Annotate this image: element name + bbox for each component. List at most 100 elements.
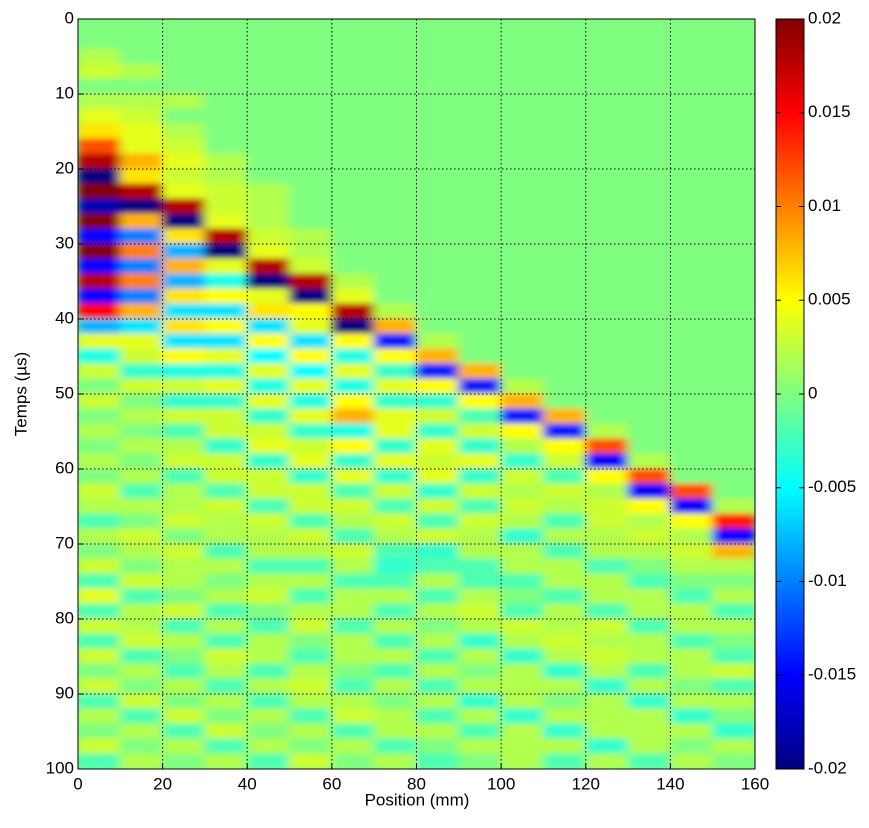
heatmap-cell xyxy=(246,273,291,290)
heatmap-cell xyxy=(458,198,502,215)
heatmap-cell xyxy=(627,93,671,110)
heatmap-cell xyxy=(246,243,291,260)
heatmap-cell xyxy=(416,348,460,365)
heatmap-cell xyxy=(627,153,671,170)
heatmap-cell xyxy=(542,618,587,635)
heatmap-cell xyxy=(585,153,629,170)
heatmap-cell xyxy=(585,378,629,395)
y-tick-label: 50 xyxy=(55,383,74,402)
heatmap-cell xyxy=(712,198,755,215)
heatmap-cell xyxy=(627,258,671,275)
heatmap-cell xyxy=(712,273,755,290)
heatmap-cell xyxy=(162,333,206,350)
heatmap-cell xyxy=(500,618,544,635)
heatmap-cell xyxy=(416,243,460,260)
heatmap-cell xyxy=(500,663,544,680)
heatmap-cell xyxy=(246,708,291,725)
heatmap-cell xyxy=(119,633,164,650)
heatmap-cell xyxy=(204,393,248,410)
heatmap-cell xyxy=(627,603,671,620)
heatmap-cell xyxy=(585,603,629,620)
heatmap-cell xyxy=(289,543,333,560)
heatmap-cell xyxy=(119,183,164,200)
heatmap-cell xyxy=(78,753,121,769)
heatmap-cell xyxy=(669,393,714,410)
heatmap-cell xyxy=(500,228,544,245)
heatmap-cell xyxy=(712,333,755,350)
heatmap-cell xyxy=(119,453,164,470)
heatmap-cell xyxy=(373,138,417,155)
heatmap-cell xyxy=(542,183,587,200)
heatmap-cell xyxy=(669,333,714,350)
heatmap-cell xyxy=(331,753,375,769)
heatmap-cell xyxy=(78,318,121,335)
heatmap-cell xyxy=(542,528,587,545)
heatmap-cell xyxy=(162,168,206,185)
heatmap-cell xyxy=(712,753,755,769)
heatmap-cell xyxy=(458,123,502,140)
heatmap-cell xyxy=(627,678,671,695)
heatmap-cell xyxy=(669,123,714,140)
heatmap-cell xyxy=(627,648,671,665)
heatmap-cell xyxy=(119,138,164,155)
heatmap-cell xyxy=(585,618,629,635)
heatmap-cell xyxy=(458,603,502,620)
heatmap-cell xyxy=(585,198,629,215)
heatmap-cell xyxy=(78,33,121,50)
heatmap-cell xyxy=(500,543,544,560)
heatmap-cell xyxy=(289,243,333,260)
heatmap-cell xyxy=(500,498,544,515)
heatmap-cell xyxy=(627,618,671,635)
heatmap-cell xyxy=(78,138,121,155)
heatmap-cell xyxy=(289,618,333,635)
heatmap-cell xyxy=(416,468,460,485)
heatmap-cell xyxy=(289,513,333,530)
heatmap-cell xyxy=(712,408,755,425)
heatmap-cell xyxy=(246,438,291,455)
heatmap-cell xyxy=(458,318,502,335)
heatmap-cell xyxy=(458,153,502,170)
heatmap-cell xyxy=(627,438,671,455)
heatmap-cell xyxy=(331,63,375,80)
heatmap-cell xyxy=(458,363,502,380)
heatmap-cell xyxy=(542,588,587,605)
heatmap-cell xyxy=(289,633,333,650)
heatmap-cell xyxy=(204,678,248,695)
heatmap-cell xyxy=(458,19,502,35)
heatmap-cell xyxy=(500,648,544,665)
heatmap-cell xyxy=(542,348,587,365)
heatmap-cell xyxy=(204,513,248,530)
heatmap-cell xyxy=(416,168,460,185)
heatmap-cell xyxy=(78,153,121,170)
heatmap-cell xyxy=(331,258,375,275)
heatmap-cell xyxy=(289,138,333,155)
x-tick-label: 40 xyxy=(238,774,257,793)
y-tick-label: 80 xyxy=(55,608,74,627)
heatmap-cell xyxy=(331,33,375,50)
heatmap-cell xyxy=(585,513,629,530)
heatmap-cell xyxy=(542,258,587,275)
heatmap-cell xyxy=(119,528,164,545)
heatmap-cell xyxy=(458,708,502,725)
heatmap-cell xyxy=(585,693,629,710)
heatmap-cell xyxy=(669,93,714,110)
heatmap-cell xyxy=(500,93,544,110)
heatmap-cell xyxy=(289,498,333,515)
heatmap-cell xyxy=(627,468,671,485)
heatmap-cell xyxy=(458,723,502,740)
heatmap-cell xyxy=(119,198,164,215)
heatmap-cell xyxy=(669,618,714,635)
heatmap-cell xyxy=(289,693,333,710)
heatmap-cell xyxy=(289,588,333,605)
heatmap-cell xyxy=(669,78,714,95)
heatmap-cell xyxy=(331,408,375,425)
heatmap-cell xyxy=(331,483,375,500)
heatmap-cell xyxy=(458,393,502,410)
heatmap-cell xyxy=(458,513,502,530)
heatmap-cell xyxy=(204,318,248,335)
heatmap-cell xyxy=(119,408,164,425)
heatmap-cell xyxy=(416,123,460,140)
heatmap-cell xyxy=(289,663,333,680)
heatmap-cell xyxy=(458,543,502,560)
heatmap-cell xyxy=(204,153,248,170)
